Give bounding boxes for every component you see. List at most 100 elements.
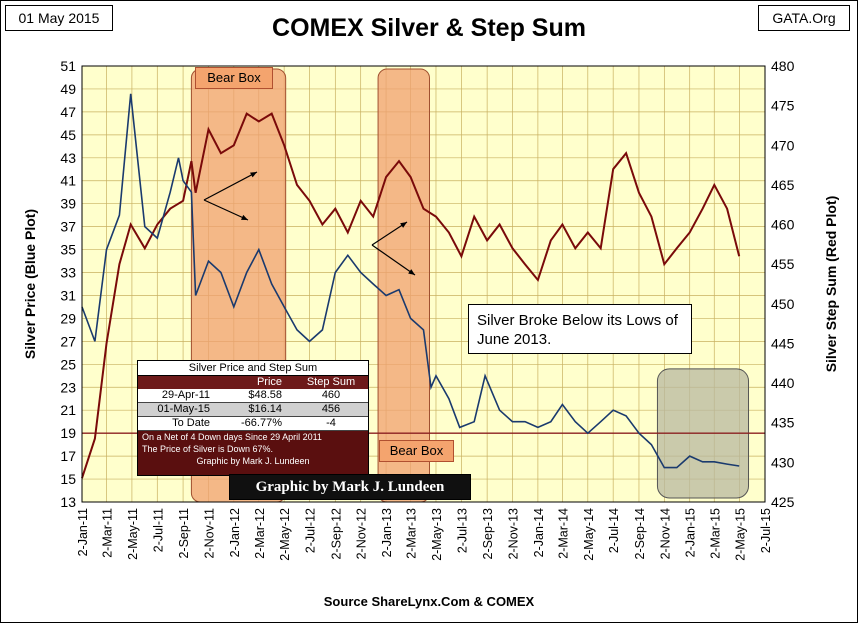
- x-tick-label: 2-Nov-11: [202, 508, 216, 559]
- x-tick-label: 2-Jul-12: [304, 508, 318, 553]
- arrow-head: [400, 222, 407, 228]
- table-row: 01-May-15 $16.14 456: [138, 403, 368, 417]
- x-tick-label: 2-Nov-12: [355, 508, 369, 559]
- y-tick-left: 35: [60, 242, 76, 258]
- info-table-title: Silver Price and Step Sum: [138, 361, 368, 376]
- x-tick-label: 2-Jul-15: [759, 508, 773, 553]
- y-axis-left-ticks: 13 15 17 19 21 23 25 27 29 31 33 35 37 39 41 43 45 47 49 51: [60, 58, 76, 510]
- x-tick-label: 2-Jan-11: [76, 508, 90, 556]
- arrow-line: [371, 221, 408, 246]
- y-tick-right: 455: [771, 256, 795, 272]
- x-tick-label: 2-Nov-14: [658, 508, 672, 559]
- x-tick-label: 2-Jan-13: [380, 508, 394, 557]
- arrow-line: [371, 244, 416, 276]
- y-tick-right: 430: [771, 454, 795, 470]
- x-tick-label: 2-Mar-14: [556, 508, 570, 559]
- x-tick-label: 2-Nov-13: [507, 508, 521, 559]
- info-header-date: [138, 376, 216, 389]
- arrow-head: [250, 172, 257, 178]
- table-cell: -4: [326, 417, 336, 429]
- x-tick-label: 2-Sep-14: [633, 508, 647, 559]
- x-tick-label: 2-Jul-11: [151, 508, 165, 552]
- bear-box-label-1: Bear Box: [195, 67, 273, 89]
- x-tick-label: 2-Mar-15: [708, 508, 722, 559]
- x-tick-label: 2-May-13: [430, 508, 444, 561]
- table-cell: 460: [321, 389, 341, 401]
- y-tick-left: 19: [60, 425, 76, 441]
- y-tick-left: 47: [60, 104, 76, 120]
- y-tick-left: 45: [60, 127, 76, 143]
- site-label: GATA.Org: [758, 5, 850, 31]
- y-tick-left: 33: [60, 265, 76, 281]
- x-tick-label: 2-Mar-11: [101, 508, 115, 558]
- table-cell: To Date: [172, 417, 210, 429]
- y-tick-left: 29: [60, 310, 76, 326]
- x-tick-label: 2-Mar-12: [253, 508, 267, 559]
- y-tick-right: 480: [771, 58, 795, 74]
- y-tick-left: 43: [60, 150, 76, 166]
- plot-border: [81, 65, 766, 503]
- info-table-header: Price Step Sum: [138, 376, 368, 389]
- info-credit: Graphic by Mark J. Lundeen: [196, 456, 310, 466]
- y-tick-right: 440: [771, 375, 795, 391]
- info-table: Silver Price and Step Sum Price Step Sum…: [137, 360, 369, 476]
- y-tick-left: 15: [60, 471, 76, 487]
- arrow-line: [203, 199, 249, 221]
- x-tick-label: 2-Jan-15: [684, 508, 698, 557]
- y-tick-left: 17: [60, 448, 76, 464]
- arrow-annotations: [203, 171, 416, 276]
- y-tick-left: 13: [60, 494, 76, 510]
- chart-title: COMEX Silver & Step Sum: [272, 14, 586, 42]
- table-cell: 456: [321, 403, 341, 415]
- x-tick-label: 2-Jul-14: [607, 508, 621, 553]
- y-axis-left-label: Silver Price (Blue Plot): [22, 209, 38, 359]
- y-tick-left: 21: [60, 402, 76, 418]
- x-tick-label: 2-Sep-11: [177, 508, 191, 559]
- bear-box-2: [377, 68, 430, 503]
- table-cell: 29-Apr-11: [161, 389, 210, 401]
- x-axis-label: Source ShareLynx.Com & COMEX: [323, 594, 535, 609]
- y-axis-right-ticks: 425 430 435 440 445 450 455 460 465 470 475 480: [771, 58, 795, 510]
- y-tick-left: 31: [60, 287, 76, 303]
- info-note-1: On a Net of 4 Down days Since 29 April 2…: [142, 432, 322, 442]
- y-tick-right: 450: [771, 296, 795, 312]
- info-note-2: The Price of Silver is Down 67%.: [142, 444, 274, 454]
- y-tick-left: 39: [60, 196, 76, 212]
- x-tick-label: 2-May-11: [126, 508, 140, 560]
- table-row: To Date -66.77% -4: [138, 417, 368, 431]
- x-tick-label: 2-Jul-13: [455, 508, 469, 553]
- bear-box-label-2: Bear Box: [379, 440, 454, 462]
- y-tick-right: 445: [771, 335, 795, 351]
- y-tick-left: 41: [60, 173, 76, 189]
- x-tick-label: 2-May-12: [278, 508, 292, 561]
- y-tick-right: 460: [771, 217, 795, 233]
- y-tick-right: 475: [771, 98, 795, 114]
- step-sum-line: [81, 112, 741, 479]
- table-cell: 01-May-15: [157, 403, 210, 415]
- x-tick-label: 2-Jan-12: [228, 508, 242, 557]
- y-tick-right: 465: [771, 177, 795, 193]
- y-tick-left: 51: [60, 58, 76, 74]
- arrow-head: [408, 269, 415, 275]
- x-tick-label: 2-Jan-14: [532, 508, 546, 557]
- x-tick-label: 2-Sep-13: [481, 508, 495, 559]
- info-header-stepsum: Step Sum: [306, 376, 356, 388]
- y-tick-left: 49: [60, 81, 76, 97]
- y-tick-right: 425: [771, 494, 795, 510]
- x-tick-label: 2-May-14: [582, 508, 596, 561]
- y-tick-left: 37: [60, 219, 76, 235]
- y-tick-left: 25: [60, 356, 76, 372]
- x-tick-label: 2-Mar-13: [405, 508, 419, 559]
- y-tick-right: 435: [771, 415, 795, 431]
- date-label: 01 May 2015: [5, 5, 113, 31]
- x-tick-label: 2-Sep-12: [329, 508, 343, 559]
- arrow-head: [241, 214, 248, 220]
- x-tick-label: 2-May-15: [734, 508, 748, 561]
- info-header-price: Price: [256, 376, 282, 388]
- table-row: 29-Apr-11 $48.58 460: [138, 389, 368, 403]
- arrow-line: [203, 171, 258, 201]
- graphic-credit: Graphic by Mark J. Lundeen: [229, 474, 471, 500]
- table-cell: $16.14: [248, 403, 282, 415]
- table-cell: $48.58: [248, 389, 282, 401]
